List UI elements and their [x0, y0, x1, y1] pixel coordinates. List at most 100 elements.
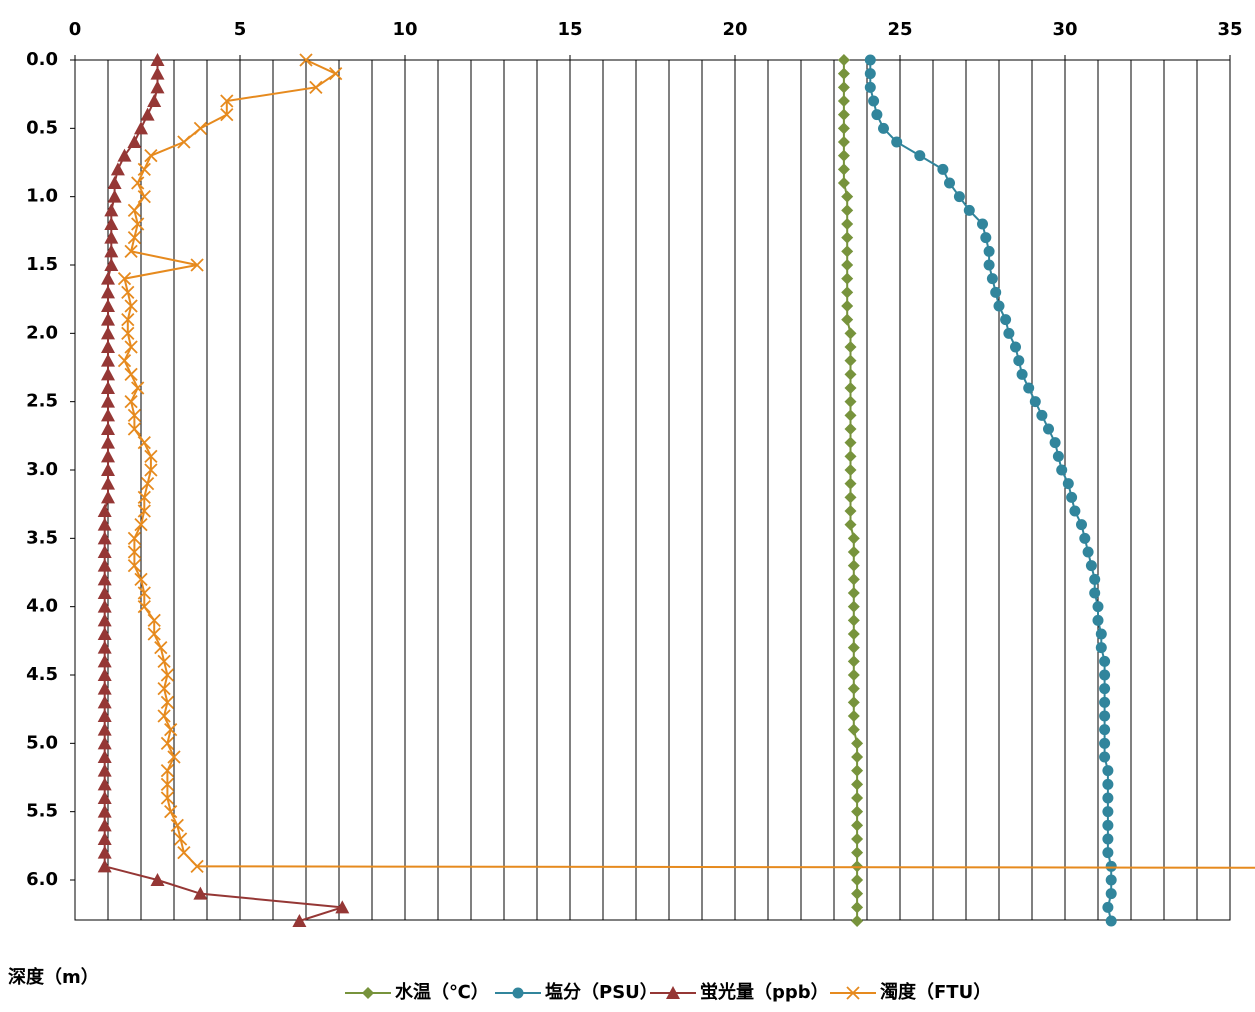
marker [844, 450, 857, 463]
marker [1099, 696, 1111, 708]
marker [97, 681, 112, 695]
marker [851, 764, 864, 777]
y-tick-label: 1.0 [26, 186, 58, 207]
marker [844, 341, 857, 353]
y-tick-label: 0.0 [26, 49, 58, 70]
marker [914, 150, 926, 162]
marker [131, 381, 145, 395]
marker [101, 463, 115, 476]
marker [117, 148, 132, 162]
marker [107, 176, 122, 189]
marker [131, 217, 145, 231]
series-line [869, 60, 1113, 922]
marker [864, 68, 876, 80]
marker [137, 490, 151, 504]
marker [847, 641, 860, 654]
legend-marker [512, 987, 524, 999]
marker [299, 53, 313, 67]
marker [107, 189, 122, 203]
marker [868, 95, 880, 107]
marker [847, 682, 860, 695]
marker [1102, 901, 1114, 913]
y-tick-label: 4.5 [26, 664, 58, 685]
marker [117, 272, 132, 286]
marker [851, 751, 864, 763]
marker [193, 886, 208, 900]
marker [1043, 423, 1054, 435]
marker [190, 859, 204, 873]
marker [1049, 437, 1061, 449]
marker [137, 600, 151, 614]
marker [97, 763, 112, 777]
x-tick-label: 35 [1217, 19, 1242, 40]
marker [97, 845, 112, 859]
marker [1023, 382, 1035, 394]
marker [127, 408, 142, 422]
marker [97, 517, 112, 531]
y-tick-label: 2.0 [26, 322, 58, 343]
marker [990, 286, 1002, 298]
marker [953, 191, 965, 203]
marker [101, 394, 115, 408]
marker [871, 109, 883, 121]
marker [127, 422, 142, 436]
marker [177, 846, 191, 860]
marker [844, 518, 857, 531]
marker [137, 586, 151, 600]
marker [837, 81, 850, 94]
marker [101, 422, 115, 435]
marker [220, 94, 234, 108]
marker [851, 778, 864, 791]
marker [104, 230, 119, 244]
marker [127, 531, 142, 545]
marker [837, 177, 850, 189]
series-line [842, 60, 859, 921]
marker [101, 271, 115, 285]
marker [837, 163, 850, 176]
marker [177, 135, 191, 149]
marker [1105, 860, 1117, 872]
marker [837, 122, 850, 135]
marker [137, 436, 151, 450]
marker [841, 204, 854, 217]
marker [121, 285, 135, 299]
marker [134, 572, 148, 586]
marker [97, 531, 112, 545]
marker [1105, 874, 1117, 886]
marker [977, 218, 988, 230]
marker [983, 245, 995, 257]
x-tick-label: 0 [69, 19, 82, 40]
marker [841, 272, 854, 285]
marker [335, 900, 350, 914]
marker [101, 326, 115, 340]
marker [134, 518, 148, 532]
marker [837, 108, 850, 121]
marker [97, 859, 112, 873]
legend-label: 蛍光量（ppb） [700, 981, 829, 1003]
x-tick-label: 5 [234, 19, 247, 40]
marker [137, 504, 151, 518]
marker [160, 695, 175, 709]
series-line [123, 59, 1255, 869]
marker [851, 846, 864, 859]
marker [844, 409, 857, 422]
marker [97, 640, 112, 654]
marker [121, 326, 135, 340]
y-tick-label: 6.0 [26, 869, 58, 890]
marker [1000, 314, 1012, 326]
marker [1092, 614, 1104, 626]
marker [847, 696, 860, 709]
marker [1102, 792, 1114, 804]
marker [844, 368, 857, 381]
marker [847, 614, 860, 627]
y-tick-label: 3.5 [26, 527, 58, 548]
marker [864, 81, 876, 93]
marker [104, 203, 119, 217]
marker [1102, 778, 1114, 790]
marker [97, 599, 112, 613]
marker [101, 381, 115, 394]
marker [844, 354, 857, 367]
marker [844, 423, 857, 435]
marker [1102, 847, 1114, 859]
